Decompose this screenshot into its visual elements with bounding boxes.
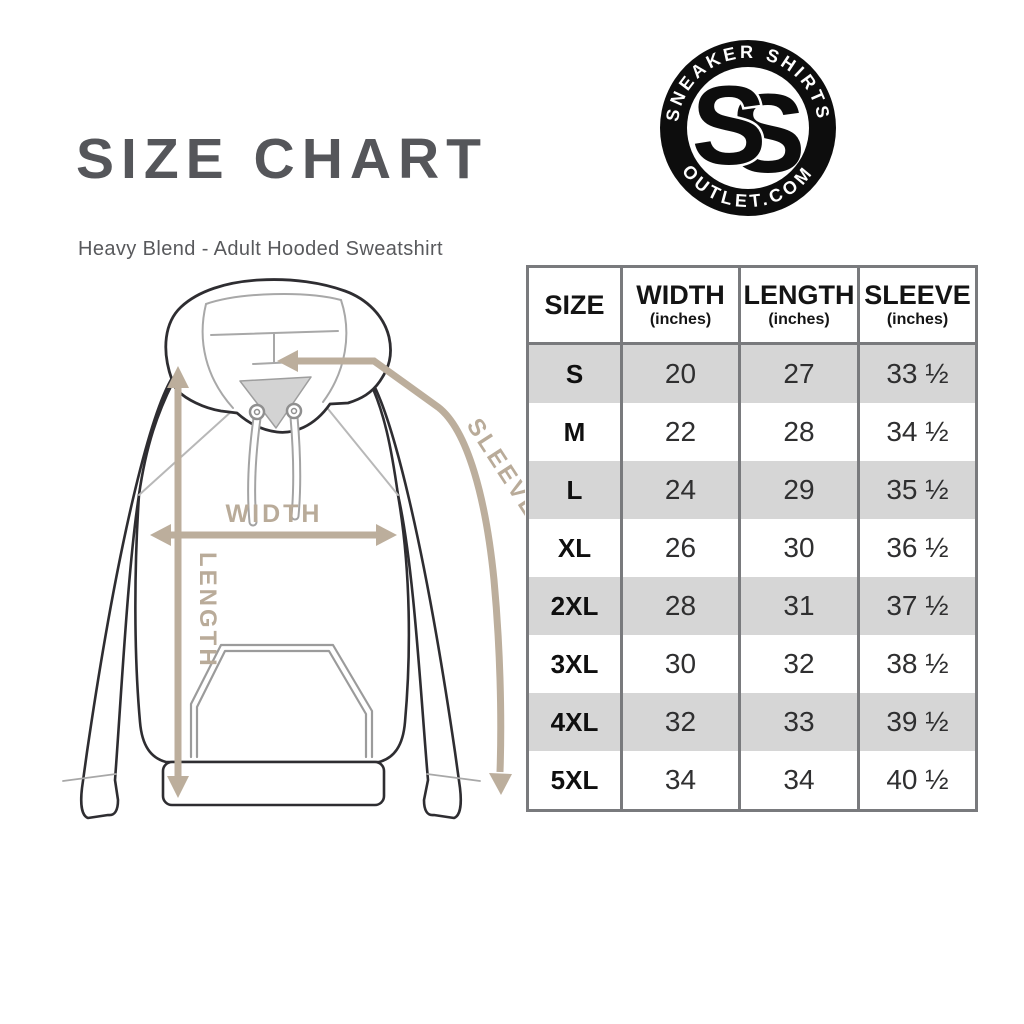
width-cell: 22 (620, 403, 741, 461)
col-header-width: WIDTH (inches) (620, 265, 741, 345)
table-row-5xl: 5XL 34 34 40 ½ (526, 751, 978, 812)
length-arrowhead-bottom (167, 776, 189, 798)
length-cell: 28 (738, 403, 860, 461)
col-header-label: LENGTH (743, 280, 855, 311)
logo-ss-monogram-icon: S S (689, 61, 806, 197)
hood-opening-left (201, 303, 234, 409)
col-header-sub: (inches) (649, 310, 712, 328)
measurement-arrows (150, 350, 512, 798)
sleeve-cell: 38 ½ (857, 635, 978, 693)
col-header-length: LENGTH (inches) (738, 265, 860, 345)
table-row-s: S 20 27 33 ½ (526, 343, 978, 403)
eyelet-right (285, 402, 303, 420)
left-cuff-seam (62, 773, 117, 782)
width-cell: 34 (620, 751, 741, 812)
width-cell: 28 (620, 577, 741, 635)
sleeve-cell: 40 ½ (857, 751, 978, 812)
width-cell: 30 (620, 635, 741, 693)
hood-seam-1 (210, 330, 339, 336)
size-cell: XL (526, 519, 623, 577)
waistband (161, 760, 386, 807)
col-header-label: SLEEVE (864, 280, 971, 311)
width-label: WIDTH (226, 500, 323, 528)
length-cell: 27 (738, 343, 860, 403)
pocket-stitch-line (195, 649, 368, 759)
length-cell: 32 (738, 635, 860, 693)
brand-logo-badge: SNEAKER SHIRTS OUTLET.COM S S (660, 40, 836, 216)
length-cell: 30 (738, 519, 860, 577)
length-arrowhead-top (167, 366, 189, 388)
length-cell: 34 (738, 751, 860, 812)
page-title: SIZE CHART (76, 127, 488, 191)
size-cell: 4XL (526, 693, 623, 751)
length-cell: 29 (738, 461, 860, 519)
size-cell: L (526, 461, 623, 519)
sleeve-cell: 33 ½ (857, 343, 978, 403)
right-raglan-seam (323, 403, 399, 496)
hood-opening-top (205, 293, 342, 305)
hoodie-measurement-diagram: WIDTH LENGTH SLEEVE (62, 278, 525, 820)
sleeve-cell: 35 ½ (857, 461, 978, 519)
table-row-xl: XL 26 30 36 ½ (526, 519, 978, 577)
col-header-label: SIZE (544, 289, 605, 320)
drawstring-left-fill (249, 415, 260, 525)
eyelet-left (248, 403, 266, 421)
col-header-sleeve: SLEEVE (inches) (857, 265, 978, 345)
left-raglan-seam (138, 409, 234, 496)
table-row-m: M 22 28 34 ½ (526, 403, 978, 461)
length-label: LENGTH (194, 552, 221, 669)
right-cuff-seam (426, 773, 481, 782)
sleeve-arrowhead-end (489, 773, 512, 795)
eyelet-left-hole (253, 408, 261, 416)
sleeve-arrowhead-start (277, 350, 298, 372)
sizing-table: SIZE WIDTH (inches) LENGTH (inches) SLEE… (526, 265, 978, 812)
table-header-row: SIZE WIDTH (inches) LENGTH (inches) SLEE… (526, 265, 978, 345)
size-cell: M (526, 403, 623, 461)
width-arrowhead-left (150, 524, 171, 546)
width-cell: 26 (620, 519, 741, 577)
col-header-size: SIZE (526, 265, 623, 345)
kangaroo-pocket (189, 643, 374, 759)
monogram-left-s: S (692, 63, 767, 188)
size-cell: 3XL (526, 635, 623, 693)
table-row-l: L 24 29 35 ½ (526, 461, 978, 519)
table-row-2xl: 2XL 28 31 37 ½ (526, 577, 978, 635)
hood-opening-right (322, 299, 348, 403)
col-header-sub: (inches) (886, 310, 949, 328)
drawstring-right-fill (291, 414, 300, 519)
width-cell: 20 (620, 343, 741, 403)
logo-inner-disc (687, 67, 809, 189)
width-cell: 24 (620, 461, 741, 519)
size-cell: 5XL (526, 751, 623, 812)
col-header-label: WIDTH (636, 280, 725, 311)
width-cell: 32 (620, 693, 741, 751)
sleeve-cell: 36 ½ (857, 519, 978, 577)
table-row-4xl: 4XL 32 33 39 ½ (526, 693, 978, 751)
length-cell: 31 (738, 577, 860, 635)
sleeve-arrow (295, 357, 505, 773)
length-cell: 33 (738, 693, 860, 751)
sleeve-cell: 39 ½ (857, 693, 978, 751)
width-arrowhead-right (376, 524, 397, 546)
page-subtitle: Heavy Blend - Adult Hooded Sweatshirt (78, 238, 443, 260)
col-header-sub: (inches) (768, 310, 830, 328)
size-cell: 2XL (526, 577, 623, 635)
sleeve-cell: 34 ½ (857, 403, 978, 461)
size-cell: S (526, 343, 623, 403)
sleeve-cell: 37 ½ (857, 577, 978, 635)
table-row-3xl: 3XL 30 32 38 ½ (526, 635, 978, 693)
eyelet-right-hole (290, 407, 298, 415)
monogram-right-s: S (731, 71, 806, 196)
